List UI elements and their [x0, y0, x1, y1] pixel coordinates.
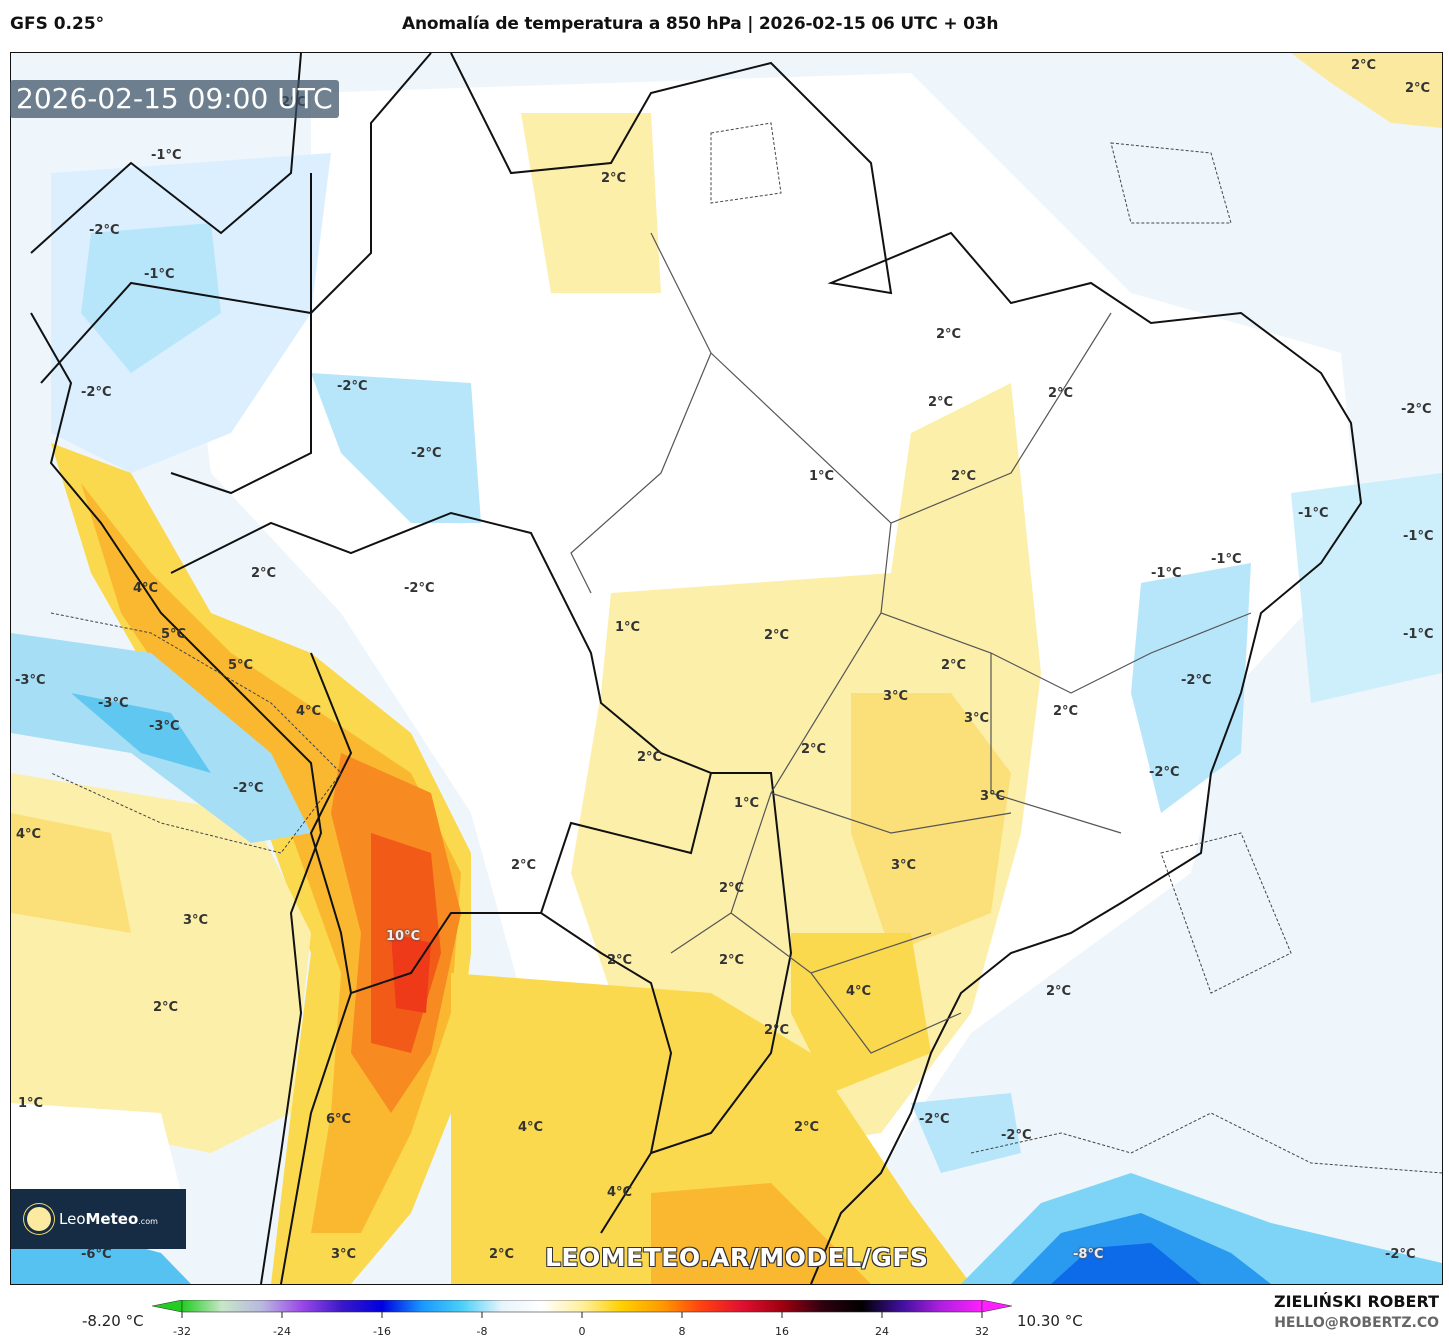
contour-label: 2°C: [637, 750, 663, 765]
contour-label: 5°C: [228, 658, 254, 673]
contour-label: 2°C: [601, 171, 627, 186]
contour-label: 2°C: [489, 1247, 515, 1262]
contour-label: 3°C: [883, 689, 909, 704]
contour-label: 2°C: [764, 1023, 790, 1038]
contour-label: 2°C: [511, 858, 537, 873]
contour-label: 2°C: [1405, 81, 1431, 96]
contour-label: 1°C: [809, 469, 835, 484]
contour-label: 4°C: [296, 704, 322, 719]
contour-label: 2°C: [719, 953, 745, 968]
contour-label: 1°C: [18, 1096, 44, 1111]
contour-label: 2°C: [801, 742, 827, 757]
contour-label: 1°C: [734, 796, 760, 811]
chart-title: Anomalía de temperatura a 850 hPa | 2026…: [402, 14, 999, 34]
contour-label: -2°C: [1181, 673, 1212, 688]
contour-label: 2°C: [1046, 984, 1072, 999]
contour-label: 2°C: [153, 1000, 179, 1015]
colorbar-tick: 8: [678, 1325, 686, 1338]
author-credit: ZIELIŃSKI ROBERT: [1273, 1292, 1439, 1311]
colorbar-tick: 16: [775, 1325, 789, 1338]
colorbar-tick: 32: [975, 1325, 989, 1338]
contour-label: 5°C: [161, 627, 187, 642]
model-name: GFS 0.25°: [10, 14, 105, 34]
colorbar-tick: -8: [476, 1325, 488, 1338]
contour-label: -2°C: [233, 781, 264, 796]
colorbar-tick: -16: [373, 1325, 391, 1338]
logo-text: LeoMeteo.com: [59, 1210, 158, 1228]
contour-label: 4°C: [607, 1185, 633, 1200]
temperature-anomaly-map: 2°C -1°C 2°C -2°C -1°C -2°C -2°C -2°C 2°C 2°C 2°C 1…: [10, 52, 1443, 1285]
contour-label: -1°C: [144, 267, 175, 282]
leometeo-logo[interactable]: LeoMeteo.com: [11, 1189, 186, 1249]
author-email[interactable]: HELLO@ROBERTZ.CO: [1274, 1315, 1439, 1331]
contour-label: 2°C: [251, 566, 277, 581]
contour-label: -3°C: [98, 696, 129, 711]
valid-time-badge: 2026-02-15 09:00 UTC: [10, 80, 339, 118]
contour-label: 2°C: [936, 327, 962, 342]
contour-label: 2°C: [1351, 58, 1377, 73]
colorbar-tick: 0: [578, 1325, 586, 1338]
contour-label: -1°C: [151, 148, 182, 163]
source-watermark: LEOMETEO.AR/MODEL/GFS: [545, 1243, 929, 1272]
contour-label: -1°C: [1403, 529, 1434, 544]
colorbar: [152, 1300, 1012, 1318]
colorbar-min-label: -8.20 °C: [82, 1312, 144, 1330]
contour-label: -2°C: [81, 385, 112, 400]
map-fill-layer: [11, 53, 1442, 1284]
contour-label: 1°C: [615, 620, 641, 635]
contour-label: 2°C: [951, 469, 977, 484]
contour-label: 2°C: [1048, 386, 1074, 401]
contour-label: 2°C: [1053, 704, 1079, 719]
colorbar-tick: -32: [173, 1325, 191, 1338]
contour-label: 2°C: [719, 881, 745, 896]
contour-label: 2°C: [928, 395, 954, 410]
contour-label: -2°C: [411, 446, 442, 461]
contour-label: -2°C: [337, 379, 368, 394]
contour-label: -1°C: [1403, 627, 1434, 642]
sun-icon: [27, 1207, 51, 1231]
colorbar-max-label: 10.30 °C: [1017, 1312, 1083, 1330]
contour-label: 3°C: [891, 858, 917, 873]
contour-label: 10°C: [386, 929, 421, 944]
colorbar-tick: -24: [273, 1325, 291, 1338]
contour-label: -1°C: [1151, 566, 1182, 581]
contour-label: -2°C: [1401, 402, 1432, 417]
contour-label: -2°C: [1385, 1247, 1416, 1262]
contour-label: 3°C: [980, 789, 1006, 804]
contour-label: -2°C: [89, 223, 120, 238]
contour-label: -2°C: [919, 1112, 950, 1127]
contour-label: 2°C: [607, 953, 633, 968]
contour-label: -2°C: [1001, 1128, 1032, 1143]
contour-label: 2°C: [941, 658, 967, 673]
contour-label: 4°C: [846, 984, 872, 999]
colorbar-tick: 24: [875, 1325, 889, 1338]
contour-label: 6°C: [326, 1112, 352, 1127]
contour-label: -8°C: [1073, 1247, 1104, 1262]
contour-label: -1°C: [1298, 506, 1329, 521]
contour-label: -6°C: [81, 1247, 112, 1262]
contour-label: 3°C: [331, 1247, 357, 1262]
contour-label: 4°C: [16, 827, 42, 842]
contour-label: -2°C: [1149, 765, 1180, 780]
contour-label: -3°C: [15, 673, 46, 688]
contour-label: 4°C: [518, 1120, 544, 1135]
contour-label: -2°C: [404, 581, 435, 596]
contour-label: -1°C: [1211, 552, 1242, 567]
contour-label: 2°C: [794, 1120, 820, 1135]
contour-label: 2°C: [764, 628, 790, 643]
contour-label: 3°C: [964, 711, 990, 726]
contour-label: 3°C: [183, 913, 209, 928]
contour-label: -3°C: [149, 719, 180, 734]
contour-label: 4°C: [133, 581, 159, 596]
